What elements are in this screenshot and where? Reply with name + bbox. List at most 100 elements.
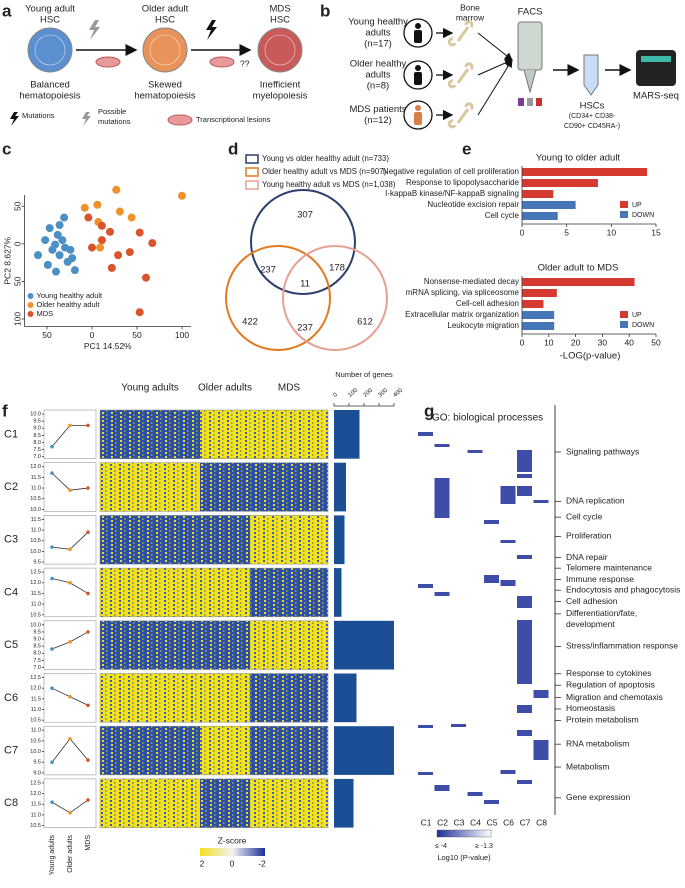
enrichment-stripe — [467, 450, 483, 453]
row-label: Cell adhesion — [566, 596, 618, 606]
y-tick-label: 10.0 — [30, 411, 41, 417]
y-tick-label: 9.5 — [33, 629, 41, 635]
legend-label: Possible — [98, 107, 126, 116]
y-tick-label: 7.0 — [33, 454, 41, 460]
stage-title: HSC — [270, 15, 290, 26]
mean-point — [68, 580, 72, 585]
x-axis-label: -LOG(p-value) — [560, 351, 621, 362]
x-tick-label: 0 — [520, 337, 525, 347]
facs-nozzle — [523, 69, 537, 94]
facs-tube — [527, 98, 533, 106]
venn-count: 237 — [260, 265, 276, 276]
category-label: Cell-cell adhesion — [456, 299, 519, 308]
legend-swatch — [620, 211, 628, 218]
y-tick-label: 11.5 — [31, 696, 41, 702]
enrichment-stripe — [517, 555, 532, 559]
legend-marker — [27, 311, 34, 317]
y-tick-label: 12.0 — [30, 580, 41, 586]
group-name: Young healthy — [348, 17, 408, 28]
enrichment-stripe — [434, 592, 450, 596]
y-tick-label: 10.5 — [30, 496, 41, 502]
enrichment-stripe — [418, 432, 433, 436]
y-tick-label: 7.0 — [33, 665, 41, 671]
chart-title: Young to older adult — [536, 153, 621, 164]
scatter-point — [43, 260, 52, 269]
mean-point — [86, 798, 90, 802]
enrichment-stripe — [418, 725, 433, 728]
x-tick-label: Young adults — [49, 835, 56, 876]
sequencer — [636, 50, 676, 86]
colorbar-tick: 2 — [200, 858, 205, 868]
heatmap-frame — [99, 567, 329, 618]
heatmap-block — [100, 568, 200, 617]
group-name: MDS patients — [349, 104, 406, 115]
chart-title: GO: biological processes — [432, 413, 543, 424]
y-tick-label: 11.0 — [31, 602, 41, 608]
x-tick-label: 300 — [377, 387, 389, 398]
stage-outcome: hematopoiesis — [134, 91, 196, 102]
mean-point — [50, 686, 54, 690]
stage-outcome: Balanced — [30, 80, 70, 91]
scatter-point — [55, 251, 64, 260]
mean-point — [86, 530, 90, 535]
y-tick-label: 9.0 — [33, 636, 41, 642]
y-tick-label: 12.0 — [30, 686, 41, 692]
x-tick-label: 400 — [392, 387, 404, 398]
enrichment-stripe — [418, 772, 433, 775]
legend-marker — [27, 293, 34, 299]
column-label: C4 — [470, 817, 481, 827]
row-label: Cell cycle — [566, 511, 603, 521]
heatmap-block — [200, 778, 250, 828]
y-tick-label: 12.0 — [30, 791, 41, 797]
group-name: Older healthy — [350, 59, 407, 70]
row-label: development — [566, 619, 615, 629]
legend-label: mutations — [98, 117, 131, 126]
x-tick-label: 10 — [607, 227, 617, 237]
y-tick-label: 8.5 — [33, 644, 41, 650]
gene-count-bar — [334, 726, 394, 775]
scatter-point — [45, 224, 54, 233]
gene-count-title: Number of genes — [335, 370, 393, 379]
cluster-name: C5 — [4, 639, 18, 651]
x-tick-label: MDS — [85, 835, 92, 851]
bone-marrow-label: marrow — [456, 12, 485, 22]
category-label: Negative regulation of cell proliferatio… — [383, 167, 519, 176]
scatter-point — [52, 267, 60, 276]
x-tick-label: 50 — [651, 337, 661, 347]
row-label: Metabolism — [566, 761, 609, 771]
category-label: Extracellular matrix organization — [405, 310, 519, 319]
category-label: Nucleotide excision repair — [427, 200, 519, 209]
y-axis-label: PC2 8.627% — [2, 236, 12, 284]
enrichment-stripe — [484, 520, 499, 524]
heatmap-block — [200, 726, 250, 775]
heatmap-block — [200, 620, 250, 670]
row-label: DNA repair — [566, 552, 608, 562]
line-plot-frame — [43, 620, 97, 670]
heatmap-block — [100, 515, 200, 565]
mean-point — [86, 630, 90, 634]
stage-outcome: myelopoiesis — [253, 91, 308, 102]
y-tick-label: 11.5 — [31, 517, 41, 523]
pvalue-colorbar — [436, 829, 492, 838]
arrow — [477, 59, 513, 116]
scatter-point — [178, 191, 186, 200]
enrichment-stripe — [533, 500, 549, 503]
y-tick-label: 10.5 — [30, 718, 41, 724]
legend-swatch — [620, 311, 628, 318]
stage-outcome: Inefficient — [260, 80, 301, 91]
mean-point — [68, 488, 72, 492]
panel-label: a — [2, 1, 12, 20]
enrichment-stripe — [517, 596, 532, 608]
y-tick-label: 9.5 — [33, 419, 41, 425]
scatter-point — [70, 266, 79, 275]
enrichment-stripe — [517, 730, 532, 736]
x-tick-label: 20 — [571, 337, 581, 347]
panel-label: f — [2, 401, 8, 420]
person-body — [414, 112, 422, 125]
category-label: Cell cycle — [485, 211, 520, 220]
row-label: Homeostasis — [566, 703, 615, 713]
legend-box — [245, 167, 259, 177]
bar — [522, 311, 555, 319]
legend-label: Mutations — [22, 111, 55, 120]
gene-count-bar — [334, 778, 354, 828]
